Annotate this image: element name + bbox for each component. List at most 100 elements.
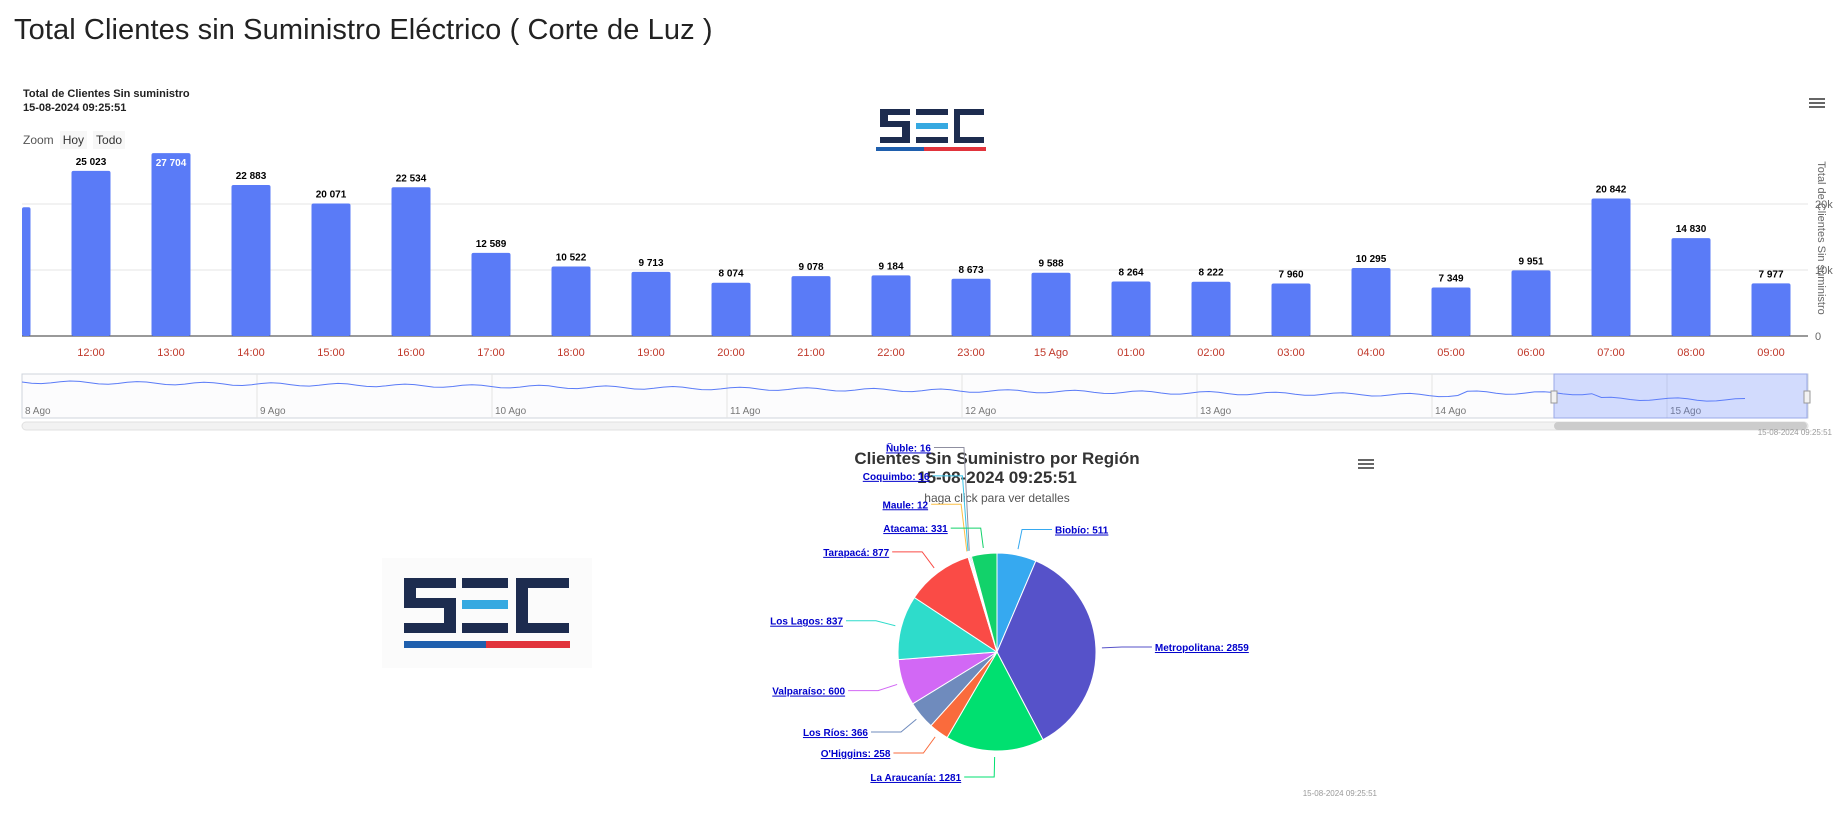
x-tick-label: 15 Ago	[1034, 347, 1068, 359]
navigator-label: 11 Ago	[730, 406, 761, 417]
pie-label[interactable]: Coquimbo: 16	[863, 472, 930, 483]
x-tick-label: 01:00	[1117, 347, 1145, 359]
bar	[22, 207, 31, 336]
x-tick-label: 14:00	[237, 347, 265, 359]
y-axis-title: Total de Clientes Sin suministro	[1815, 161, 1827, 314]
bar	[1511, 270, 1551, 336]
navigator-selection	[1553, 373, 1808, 419]
pie-label[interactable]: Biobío: 511	[1055, 526, 1109, 537]
pie-label[interactable]: Los Ríos: 366	[803, 728, 868, 739]
pie-slice[interactable]	[913, 556, 998, 654]
pie-slice[interactable]	[970, 552, 998, 653]
zoom-controls: Zoom Hoy Todo	[23, 131, 126, 149]
data-label: 20 842	[1596, 184, 1627, 195]
bar	[1351, 268, 1391, 336]
bar	[391, 187, 431, 336]
bar	[551, 266, 591, 336]
x-tick-label: 23:00	[957, 347, 985, 359]
data-label: 10 295	[1356, 254, 1387, 265]
data-label: 8 222	[1198, 268, 1223, 279]
pie-connector	[932, 475, 969, 552]
data-label: 8 074	[718, 269, 743, 280]
navigator-handle-left	[1550, 390, 1558, 404]
data-label: 8 673	[958, 265, 983, 276]
data-label: 14 830	[1676, 224, 1707, 235]
data-label: 20 071	[316, 190, 347, 201]
data-label: 27 704	[156, 158, 187, 169]
pie-label[interactable]: Metropolitana: 2859	[1155, 643, 1249, 654]
x-tick-label: 03:00	[1277, 347, 1305, 359]
navigator-label: 9 Ago	[260, 406, 286, 417]
navigator-series	[21, 380, 1746, 402]
page-title: Total Clientes sin Suministro Eléctrico …	[14, 14, 713, 46]
x-tick-label: 21:00	[797, 347, 825, 359]
bar	[1111, 281, 1151, 336]
zoom-label: Zoom	[23, 133, 54, 147]
bar	[1671, 238, 1711, 336]
bar	[1591, 198, 1631, 336]
data-label: 9 184	[878, 261, 903, 272]
x-tick-label: 22:00	[877, 347, 905, 359]
y-tick-label: 10k	[1815, 265, 1833, 277]
pie-connector	[893, 736, 936, 754]
zoom-all-button[interactable]: Todo	[93, 131, 126, 149]
x-tick-label: 05:00	[1437, 347, 1465, 359]
pie-svg: Biobío: 511 Metropolitana: 2859 La Araucan…	[770, 443, 1249, 784]
pie-label[interactable]: Maule: 12	[883, 500, 929, 511]
x-tick-label: 04:00	[1357, 347, 1385, 359]
data-label: 7 977	[1758, 269, 1783, 280]
bar	[1191, 281, 1231, 336]
top-chart-menu-icon[interactable]	[1809, 96, 1825, 110]
navigator-scrollbar-thumb	[1554, 422, 1807, 430]
sec-logo-graphic	[876, 109, 986, 151]
pie-title: Clientes Sin Suministro por Región	[854, 449, 1140, 468]
pie-slice[interactable]	[996, 560, 1097, 741]
pie-credits: 15-08-2024 09:25:51	[1302, 789, 1377, 798]
pie-menu-icon[interactable]	[1358, 457, 1374, 471]
data-label: 8 264	[1118, 267, 1143, 278]
x-tick-label: 18:00	[557, 347, 585, 359]
pie-connector	[870, 718, 917, 733]
pie-connector	[950, 527, 984, 548]
x-tick-label: 12:00	[77, 347, 105, 359]
pie-label[interactable]: O'Higgins: 258	[821, 749, 891, 760]
data-label: 9 078	[798, 262, 823, 273]
pie-label[interactable]: Tarapacá: 877	[823, 548, 889, 559]
bar	[1751, 283, 1791, 336]
pie-title-date: 15-08-2024 09:25:51	[917, 468, 1077, 487]
pie-label[interactable]: Valparaíso: 600	[772, 687, 845, 698]
data-label: 22 534	[396, 173, 427, 184]
bar	[1031, 272, 1071, 336]
zoom-today-button[interactable]: Hoy	[59, 131, 88, 149]
pie-label[interactable]: Atacama: 331	[883, 524, 948, 535]
pie-connector	[892, 551, 935, 569]
navigator-label: 14 Ago	[1435, 406, 1467, 417]
bar	[471, 252, 511, 336]
bar	[71, 170, 111, 336]
x-tick-label: 07:00	[1597, 347, 1625, 359]
y-tick-label: 20k	[1815, 199, 1833, 211]
navigator-label: 12 Ago	[965, 406, 997, 417]
pie-label[interactable]: Los Lagos: 837	[770, 617, 843, 628]
y-tick-label: 0	[1815, 331, 1821, 343]
bar	[1271, 283, 1311, 336]
bar	[311, 203, 351, 336]
x-tick-label: 15:00	[317, 347, 345, 359]
pie-connector	[1017, 529, 1053, 550]
navigator-label: 10 Ago	[495, 406, 527, 417]
data-label: 9 713	[638, 258, 663, 269]
pie-connector	[1101, 646, 1152, 649]
data-label: 7 960	[1278, 269, 1303, 280]
bar	[711, 282, 751, 336]
navigator-label: 13 Ago	[1200, 406, 1232, 417]
x-tick-label: 17:00	[477, 347, 505, 359]
pie-connector	[964, 756, 996, 778]
pie-label[interactable]: Ñuble: 16	[886, 443, 931, 454]
total-clients-chart: Total de Clientes Sin suministro 15-08-2…	[0, 70, 1838, 445]
pie-subtitle: haga click para ver detalles	[924, 491, 1070, 505]
pie-connector	[848, 683, 898, 692]
pie-label[interactable]: La Araucanía: 1281	[870, 773, 961, 784]
pie-slice[interactable]	[946, 650, 1044, 752]
x-tick-label: 08:00	[1677, 347, 1705, 359]
